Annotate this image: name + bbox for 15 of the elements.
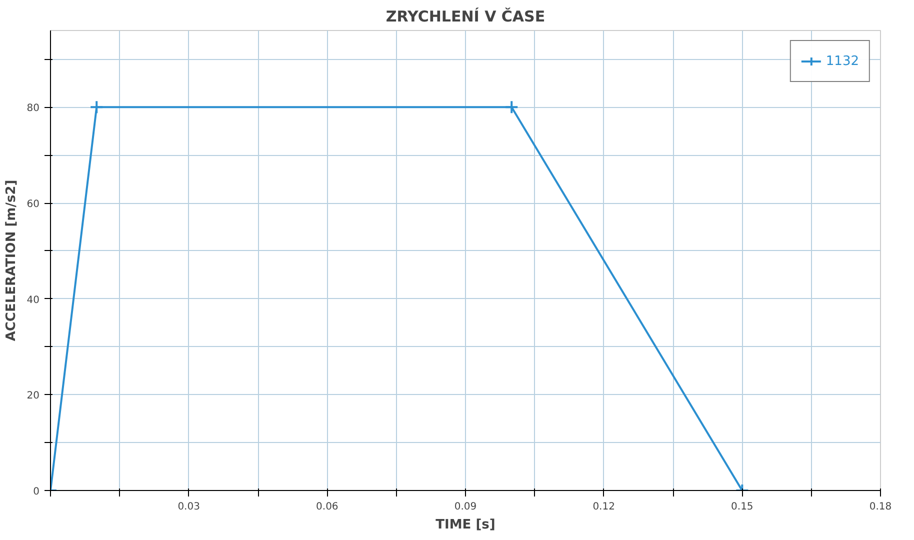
x-tick-label: 0.03 — [178, 502, 200, 512]
y-tick-label: 80 — [26, 103, 40, 114]
legend-label: 1132 — [826, 54, 859, 68]
chart-title: ZRYCHLENÍ V ČASE — [386, 8, 546, 26]
x-tick-label: 0.06 — [316, 502, 338, 512]
y-tick-label: 20 — [26, 390, 40, 402]
x-tick-label: 0.18 — [869, 502, 892, 512]
x-tick-label: 0.15 — [731, 502, 754, 512]
x-axis-title: TIME [s] — [436, 518, 496, 532]
y-tick-label: 60 — [26, 199, 40, 210]
x-tick-label: 0.09 — [454, 502, 477, 512]
y-tick-label: 0 — [33, 486, 40, 498]
y-axis-title: ACCELERATION [m/s2] — [4, 180, 19, 342]
x-tick-label: 0.12 — [592, 502, 615, 512]
y-tick-label: 40 — [26, 294, 40, 306]
